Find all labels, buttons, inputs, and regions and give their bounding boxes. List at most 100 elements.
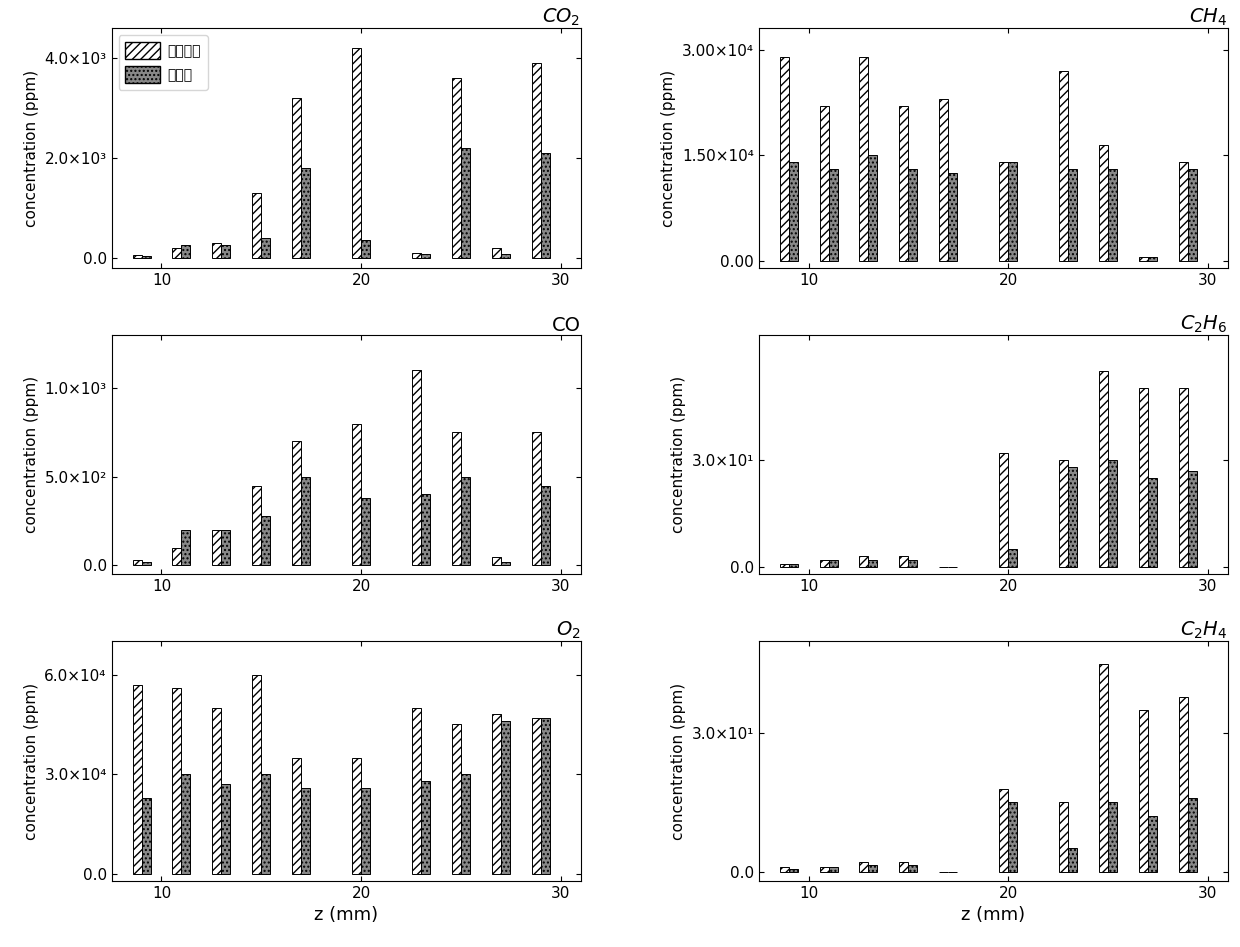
Bar — [1188, 471, 1197, 567]
Text: $C_2H_4$: $C_2H_4$ — [1180, 620, 1228, 641]
Bar — [141, 797, 150, 874]
Bar — [222, 530, 231, 565]
Bar — [361, 241, 370, 258]
Bar — [999, 453, 1008, 567]
Bar — [780, 867, 789, 871]
Bar — [133, 560, 141, 565]
Bar — [181, 775, 191, 874]
Bar — [789, 162, 797, 260]
Bar — [828, 560, 837, 567]
Bar — [451, 79, 461, 258]
Bar — [420, 781, 430, 874]
Bar — [420, 254, 430, 258]
Bar — [899, 106, 909, 260]
Bar — [1179, 162, 1188, 260]
Bar — [133, 256, 141, 258]
Bar — [1179, 697, 1188, 871]
Y-axis label: concentration (ppm): concentration (ppm) — [24, 376, 38, 533]
Bar — [293, 441, 301, 565]
Bar — [352, 423, 361, 565]
Bar — [222, 245, 231, 258]
Bar — [252, 193, 262, 258]
Bar — [262, 238, 270, 258]
X-axis label: z (mm): z (mm) — [961, 906, 1025, 924]
Bar — [172, 248, 181, 258]
Bar — [780, 563, 789, 567]
Bar — [1148, 258, 1157, 260]
Bar — [828, 867, 837, 871]
Bar — [789, 869, 797, 871]
Bar — [1179, 388, 1188, 567]
Y-axis label: concentration (ppm): concentration (ppm) — [24, 683, 38, 840]
Bar — [899, 557, 909, 567]
Bar — [252, 486, 262, 565]
Bar — [1188, 170, 1197, 260]
Bar — [1068, 170, 1078, 260]
Bar — [1008, 162, 1017, 260]
Bar — [899, 863, 909, 871]
Bar — [1068, 849, 1078, 871]
Bar — [133, 685, 141, 874]
Legend: 未加煤粉, 加煤粉: 未加煤粉, 加煤粉 — [119, 35, 207, 90]
Bar — [820, 106, 828, 260]
Bar — [859, 557, 868, 567]
Bar — [789, 563, 797, 567]
X-axis label: z (mm): z (mm) — [314, 906, 378, 924]
Bar — [412, 253, 420, 258]
Bar — [541, 153, 549, 258]
Bar — [532, 63, 541, 258]
Bar — [301, 476, 310, 565]
Bar — [212, 242, 222, 258]
Bar — [780, 57, 789, 260]
Bar — [541, 718, 549, 874]
Bar — [868, 560, 878, 567]
Bar — [451, 433, 461, 565]
Bar — [172, 688, 181, 874]
Y-axis label: concentration (ppm): concentration (ppm) — [671, 683, 686, 840]
Bar — [1099, 370, 1107, 567]
Bar — [1099, 664, 1107, 871]
Bar — [859, 57, 868, 260]
Bar — [212, 530, 222, 565]
Bar — [141, 257, 150, 258]
Bar — [1008, 802, 1017, 871]
Bar — [1059, 802, 1068, 871]
Bar — [293, 98, 301, 258]
Bar — [868, 865, 878, 871]
Text: $CO_2$: $CO_2$ — [542, 8, 580, 28]
Bar — [492, 714, 501, 874]
Bar — [1068, 467, 1078, 567]
Bar — [412, 707, 420, 874]
Bar — [172, 547, 181, 565]
Bar — [1148, 816, 1157, 871]
Bar — [352, 758, 361, 874]
Bar — [909, 865, 918, 871]
Y-axis label: concentration (ppm): concentration (ppm) — [671, 376, 686, 533]
Bar — [361, 788, 370, 874]
Bar — [181, 245, 191, 258]
Bar — [141, 562, 150, 565]
Bar — [820, 867, 828, 871]
Bar — [252, 674, 262, 874]
Bar — [212, 707, 222, 874]
Bar — [301, 168, 310, 258]
Bar — [859, 863, 868, 871]
Bar — [1107, 170, 1117, 260]
Bar — [262, 775, 270, 874]
Bar — [293, 758, 301, 874]
Bar — [999, 162, 1008, 260]
Text: $O_2$: $O_2$ — [556, 620, 580, 641]
Bar — [420, 494, 430, 565]
Bar — [412, 370, 420, 565]
Bar — [541, 486, 549, 565]
Bar — [501, 254, 510, 258]
Bar — [361, 498, 370, 565]
Bar — [1138, 388, 1148, 567]
Bar — [1138, 710, 1148, 871]
Bar — [1008, 549, 1017, 567]
Bar — [820, 560, 828, 567]
Bar — [492, 248, 501, 258]
Bar — [828, 170, 837, 260]
Bar — [492, 557, 501, 565]
Bar — [1059, 71, 1068, 260]
